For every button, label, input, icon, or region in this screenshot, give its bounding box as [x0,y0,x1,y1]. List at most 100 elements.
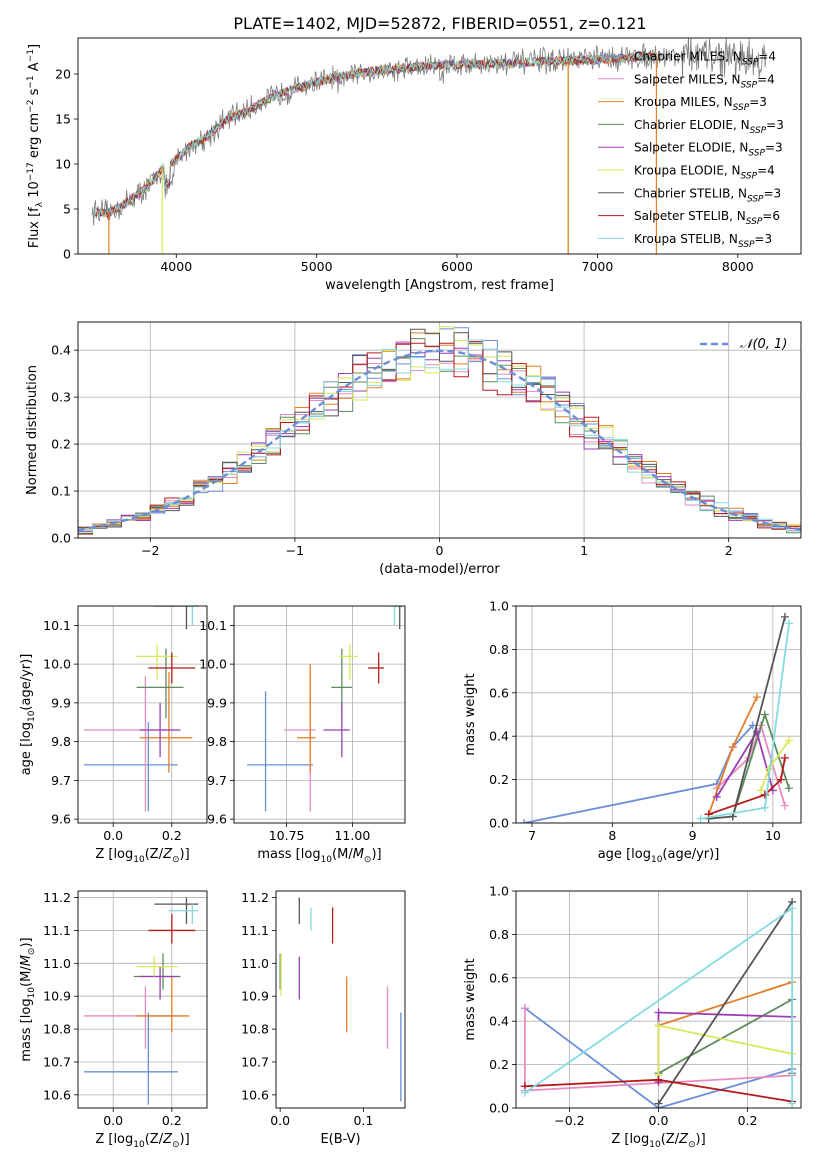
mass-weight-line-c8 [716,722,786,806]
label-part: =3 [765,141,783,155]
model-spectrum-c1 [94,51,657,218]
marker-c5 [654,1099,663,1108]
label-part: mass weight [463,673,478,755]
label-part: 10 [27,987,37,999]
y-tick-label: 9.9 [207,695,227,710]
label-part: M [19,955,34,966]
axes-frame [77,890,208,1109]
histogram-c5 [78,328,801,532]
x-tick-label: 7 [528,828,536,843]
mass-weight-line-c6 [708,757,786,816]
x-tick-label: −2 [141,543,159,558]
marker-c7 [784,619,793,628]
label-part: age [ [598,847,631,862]
label-part: SSP [750,126,767,136]
mass-weight-line-c0 [523,724,754,823]
normal-distribution-curve [78,349,801,531]
label-part: )] [371,847,381,862]
y-tick-label: 11.1 [43,923,71,938]
label-part: Kroupa STELIB, N [634,232,738,246]
label-part: 10 [321,855,333,865]
axes-frame [77,605,208,824]
x-axis-label: Z [log10(Z/Z⊙)] [95,847,189,865]
y-axis-label: mass weight [463,958,478,1040]
y-tick-label: 9.7 [51,773,71,788]
mass-weight-line-c4 [657,1024,793,1076]
y-tick-label: 11.0 [241,956,269,971]
axes-frame [515,890,802,1109]
y-tick-label: 0.1 [51,484,71,499]
label-part: =3 [764,186,782,200]
label-part: (Z/ [661,1132,680,1147]
label-part: −1 [26,75,36,88]
y-tick-label: 0.0 [489,816,509,831]
marker-c7 [696,814,705,823]
x-tick-label: −1 [286,543,304,558]
label-part: log [19,722,34,742]
label-part: Z [ [611,1132,629,1147]
legend-label: Kroupa STELIB, NSSP=3 [634,232,772,250]
label-part: SSP [741,80,758,90]
label-part: (Z/ [145,847,164,862]
marker-c6 [776,775,785,784]
model-spectrum-c4 [94,51,657,218]
label-part: A [27,62,42,75]
x-tick-label: 9 [689,828,697,843]
legend-label: Salpeter MILES, NSSP=4 [634,72,775,90]
label-part: ] [27,44,42,49]
legend-label: Salpeter ELODIE, NSSP=3 [634,141,783,159]
marker-c0 [520,819,529,823]
label-part: (data-model)/error [379,562,500,577]
y-tick-label: 0.4 [489,1014,509,1029]
label-part: Flux [f [27,207,42,248]
plot-area-mass_weight_vs_Z [516,891,801,1108]
label-part: =3 [749,95,767,109]
label-part: =4 [757,72,775,86]
label-part: Normed distribution [25,365,40,495]
label-part: =4 [757,164,775,178]
marker-c6 [654,1075,663,1084]
y-axis-label: mass [log10(M/M⊙)] [19,937,37,1061]
axes-frame [77,321,802,539]
label-part: SSP [741,172,758,182]
y-tick-label: 10.1 [43,618,71,633]
mass-weight-line-c0 [524,1007,793,1108]
marker-c2 [760,710,769,719]
label-part: Chabrier MILES, N [634,50,742,64]
label-part: log [629,1132,649,1147]
label-part: Salpeter MILES, N [634,72,741,86]
y-tick-label: 0.4 [489,729,509,744]
y-tick-label: 20 [55,67,71,82]
label-part: SSP [748,149,765,159]
label-part: λ [35,201,45,207]
y-tick-label: 9.8 [207,734,227,749]
axes-mass_vs_ebv: 0.0 0.1 10.6 10.7 10.8 10.9 11.0 11.1 11.2 E(B-V) [241,890,406,1147]
y-tick-label: 9.6 [207,812,227,827]
label-part: 10 [133,1140,145,1150]
axes-mass_vs_Z: 0.0 0.210.610.710.810.911.011.111.2Z [log… [19,890,208,1150]
label-part: wavelength [Angstrom, rest frame] [325,278,554,293]
legend-label: Kroupa MILES, NSSP=3 [634,95,767,113]
y-tick-label: 0.2 [489,772,509,787]
marker-c1 [752,693,761,702]
y-tick-label: 10 [55,157,71,172]
y-tick-label: 0 [63,247,71,262]
x-axis-label: Z [log10(Z/Z⊙)] [611,1132,705,1150]
label-part: log [113,1132,133,1147]
legend-label: Chabrier STELIB, NSSP=3 [634,186,781,204]
y-tick-label: 0.6 [489,970,509,985]
label-part: )] [180,1132,190,1147]
marker-c4 [654,1021,663,1030]
axes-spectrum: 4000 5000 6000 7000 8000 0 5 10 15 20 wavelength [… [26,37,802,293]
x-tick-label: 6000 [441,259,473,274]
y-tick-label: 0.8 [489,642,509,657]
label-part: 10 [651,855,663,865]
label-part: Kroupa MILES, N [634,95,733,109]
label-part: ⊙ [364,855,372,865]
y-tick-label: 15 [55,112,71,127]
x-axis-label: mass [log10(M/M⊙)] [257,847,381,865]
label-part: ⊙ [172,1140,180,1150]
y-tick-label: 0.2 [51,437,71,452]
label-part: 10 [27,710,37,722]
